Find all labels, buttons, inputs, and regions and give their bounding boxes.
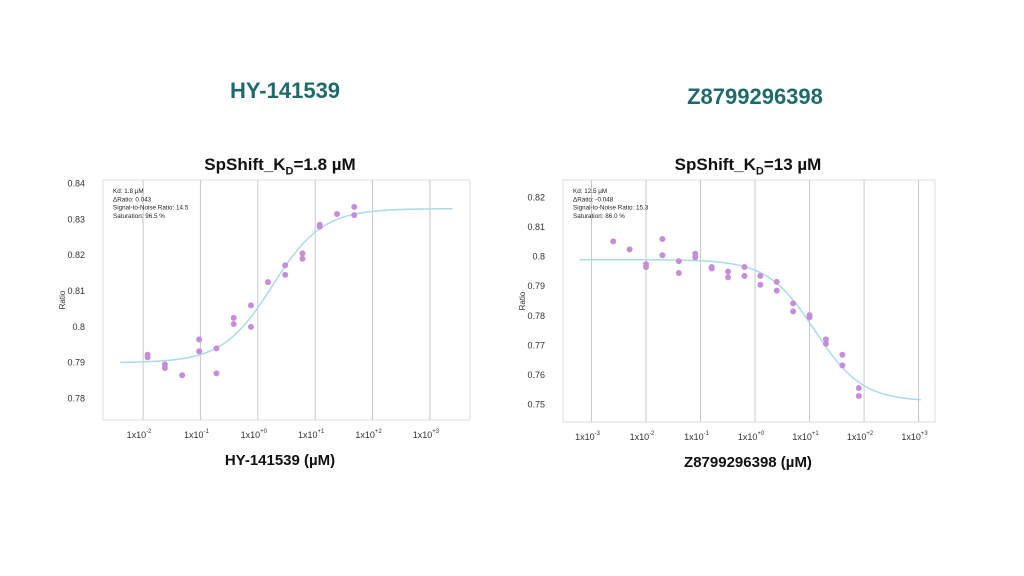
x-tick-label: 1x10+1 — [298, 429, 325, 440]
x-tick-label: 1x10+3 — [413, 429, 440, 440]
data-point — [213, 370, 220, 377]
y-tick-label: 0.79 — [527, 281, 545, 291]
data-point — [757, 272, 764, 279]
data-point — [247, 302, 254, 309]
data-point — [282, 262, 289, 269]
x-tick-label: 1x10-1 — [684, 431, 710, 442]
data-point — [196, 336, 203, 343]
data-point — [725, 268, 732, 275]
x-tick-label: 1x10+3 — [901, 431, 928, 442]
y-tick-label: 0.75 — [527, 399, 545, 409]
data-point — [806, 314, 813, 321]
data-point — [230, 321, 237, 327]
data-point — [213, 345, 220, 352]
data-point — [692, 254, 699, 261]
data-point — [282, 271, 289, 278]
data-point — [626, 246, 633, 253]
data-point — [855, 385, 862, 392]
annotation-line: Kd: 12.5 µM — [573, 188, 607, 195]
annotation-line: Kd: 1.8 µM — [113, 188, 144, 195]
x-axis-title-left: HY-141539 (µM) — [224, 452, 336, 469]
plot-frame — [102, 179, 471, 421]
chart-right: 1x10-3 1x10-2 1x10-1 1x10+0 1x10+1 1x10+2 1x10… — [518, 179, 936, 442]
y-tick-label: 0.82 — [67, 250, 85, 260]
y-tick-label: 0.77 — [527, 340, 545, 350]
y-tick-label: 0.82 — [527, 193, 545, 203]
data-point — [822, 336, 829, 343]
y-tick-label: 0.84 — [67, 179, 85, 189]
annotation-line: ΔRatio: 0.043 — [113, 196, 152, 203]
fit-curve — [579, 258, 921, 401]
x-tick-label: 1x10+0 — [738, 431, 765, 442]
annotation-line: ΔRatio: -0.048 — [573, 196, 614, 203]
annotation-line: Signal-to-Noise Ratio: 14.5 — [113, 205, 189, 212]
y-tick-label: 0.8 — [72, 322, 85, 332]
y-tick-label: 0.81 — [527, 222, 545, 232]
data-point — [790, 300, 797, 307]
y-axis-label: Ratio — [518, 291, 527, 310]
data-point — [741, 272, 748, 279]
data-point — [675, 269, 682, 276]
x-tick-label: 1x10-2 — [630, 431, 656, 442]
data-point — [230, 314, 237, 321]
x-axis-title-right: Z8799296398 (µM) — [684, 454, 812, 471]
x-tick-label: 1x10-2 — [127, 429, 153, 440]
data-point — [351, 212, 358, 219]
y-tick-label: 0.79 — [67, 358, 85, 368]
data-point — [839, 362, 846, 369]
data-point — [659, 252, 666, 259]
x-tick-label: 1x10-1 — [184, 429, 210, 440]
fit-curve — [120, 208, 453, 364]
data-point — [773, 287, 780, 294]
data-point — [161, 365, 168, 372]
data-point — [708, 265, 715, 272]
data-point — [757, 281, 764, 288]
data-point — [333, 211, 340, 218]
data-point — [299, 250, 306, 257]
data-point — [790, 308, 797, 315]
data-point — [179, 372, 186, 379]
data-point — [316, 221, 323, 228]
data-point — [725, 274, 732, 281]
x-tick-label: 1x10+2 — [355, 429, 382, 440]
data-point — [144, 351, 151, 358]
data-point — [659, 236, 666, 243]
data-point — [773, 278, 780, 285]
chart-title-right: SpShift_KD=13 µM — [674, 155, 822, 178]
x-tick-label: 1x10+0 — [241, 429, 268, 440]
data-point — [351, 203, 358, 210]
annotation-line: Signal-to-Noise Ratio: 15.3 — [573, 205, 649, 212]
data-point — [822, 340, 829, 347]
chart-title-left: SpShift_KD=1.8 µM — [204, 155, 356, 178]
x-tick-label: 1x10-3 — [575, 431, 601, 442]
annotation-line: Saturation: 86.0 % — [573, 213, 625, 220]
data-point — [264, 279, 271, 286]
data-point — [643, 264, 650, 271]
x-tick-label: 1x10+1 — [792, 431, 819, 442]
data-point — [855, 393, 862, 400]
data-point — [299, 255, 306, 262]
y-tick-label: 0.76 — [527, 370, 545, 380]
y-axis-label: Ratio — [58, 290, 67, 309]
data-point — [839, 351, 846, 358]
compound-name-left: HY-141539 — [229, 78, 341, 103]
data-point — [196, 348, 203, 355]
plot-frame — [562, 179, 936, 423]
y-tick-label: 0.81 — [67, 286, 85, 296]
compound-name-right: Z8799296398 — [687, 84, 823, 109]
y-tick-label: 0.78 — [67, 394, 85, 404]
y-tick-label: 0.78 — [527, 311, 545, 321]
annotation-line: Saturation: 96.5 % — [113, 213, 165, 220]
y-tick-label: 0.83 — [67, 214, 85, 224]
data-point — [675, 258, 682, 265]
chart-left: 1x10-2 1x10-1 1x10+0 1x10+1 1x10+2 1x10+3 0.78… — [58, 179, 471, 440]
data-point — [741, 264, 748, 271]
data-point — [610, 238, 617, 245]
x-tick-label: 1x10+2 — [847, 431, 874, 442]
data-point — [247, 323, 254, 330]
y-tick-label: 0.8 — [532, 252, 545, 262]
